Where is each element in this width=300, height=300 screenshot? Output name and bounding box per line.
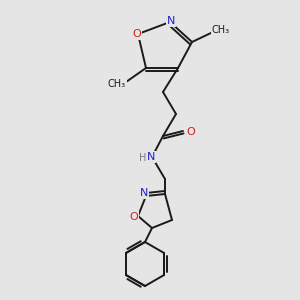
Text: O: O <box>187 127 195 137</box>
Text: CH₃: CH₃ <box>212 25 230 35</box>
Text: H: H <box>139 153 147 163</box>
Text: N: N <box>140 188 148 198</box>
Text: N: N <box>167 16 175 26</box>
Text: O: O <box>130 212 138 222</box>
Text: CH₃: CH₃ <box>108 79 126 89</box>
Text: N: N <box>147 152 155 162</box>
Text: O: O <box>133 29 141 39</box>
